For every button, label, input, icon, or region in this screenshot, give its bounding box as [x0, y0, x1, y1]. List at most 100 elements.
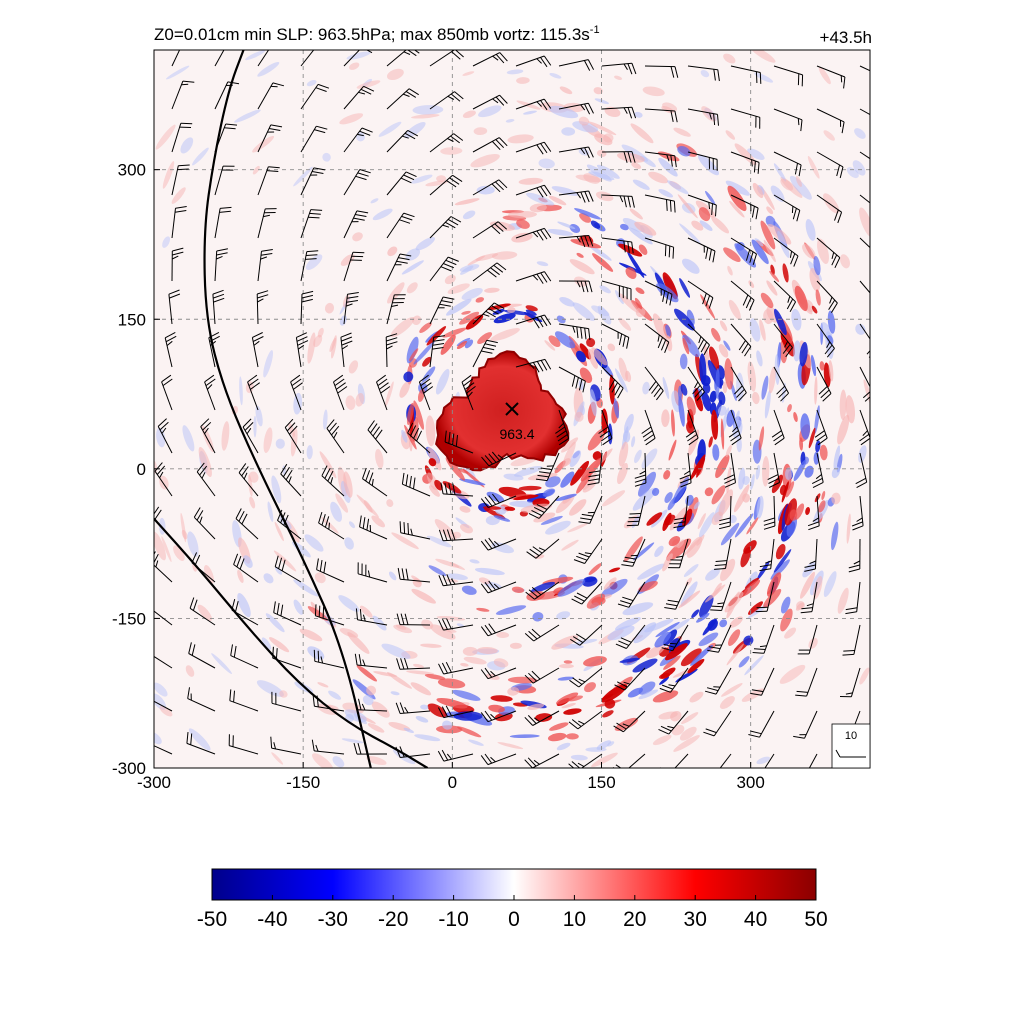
vorticity-cell — [561, 702, 576, 709]
wind-barb — [571, 581, 603, 605]
vorticity-cell — [662, 512, 672, 532]
wind-barb — [481, 451, 517, 467]
vorticity-cell — [608, 567, 621, 573]
vorticity-cell — [388, 571, 397, 581]
vorticity-cell — [603, 577, 617, 590]
contour-line — [154, 517, 429, 768]
wind-barb — [558, 235, 594, 248]
vorticity-cell — [756, 350, 763, 367]
vorticity-cell — [818, 66, 831, 85]
vorticity-cell — [614, 290, 624, 305]
vorticity-cell — [704, 487, 714, 497]
wind-barb — [524, 753, 560, 768]
wind-barb — [644, 366, 664, 401]
wind-barb — [525, 581, 560, 600]
vorticity-cell — [651, 509, 668, 528]
wind-barb — [641, 409, 656, 446]
wind-barb — [859, 151, 870, 160]
vorticity-cell — [561, 539, 579, 551]
wind-barb — [300, 125, 328, 153]
vorticity-cell — [426, 535, 452, 548]
wind-barb — [859, 237, 870, 249]
vorticity-cell — [434, 519, 457, 541]
vorticity-cell — [476, 185, 495, 195]
colorbar-ticks: -50 -40 -30 -20 -10 0 10 20 30 40 50 — [197, 895, 828, 931]
vorticity-cell — [582, 472, 597, 491]
vorticity-cell — [516, 219, 530, 229]
vorticity-cell — [460, 523, 473, 534]
vorticity-cell — [837, 587, 849, 614]
wind-barb — [634, 452, 647, 487]
vorticity-cell — [711, 409, 719, 440]
vorticity-cell — [375, 448, 384, 469]
wind-barb — [515, 271, 552, 284]
vorticity-cell — [658, 157, 678, 177]
vorticity-cell — [763, 588, 782, 608]
wind-barb — [845, 581, 861, 615]
colorbar-tick-label: -20 — [378, 908, 408, 931]
vorticity-cell — [717, 405, 727, 416]
vorticity-cell — [511, 586, 525, 593]
vorticity-cell — [386, 499, 394, 508]
vorticity-cell — [474, 567, 505, 576]
vorticity-cell — [699, 220, 713, 231]
vorticity-cell — [677, 194, 698, 219]
vorticity-cell — [602, 710, 614, 718]
vorticity-cell — [529, 203, 547, 213]
wind-barb — [257, 82, 285, 110]
vorticity-cell — [619, 657, 640, 663]
vorticity-cell — [267, 501, 274, 522]
vorticity-cell — [719, 619, 728, 628]
vorticity-cell — [299, 628, 323, 642]
vorticity-cell — [673, 735, 700, 752]
vorticity-cell — [579, 343, 592, 360]
vorticity-cell — [255, 405, 263, 427]
vorticity-cell — [567, 522, 589, 533]
vorticity-cell — [159, 705, 173, 717]
vorticity-cell — [779, 664, 806, 684]
wind-barb — [773, 280, 797, 313]
wind-barb — [343, 292, 359, 325]
vorticity-cell — [461, 288, 483, 300]
vorticity-cell — [362, 694, 374, 706]
vorticity-cell — [180, 137, 194, 154]
vorticity-cell — [738, 467, 746, 490]
colorbar-gradient — [211, 868, 817, 901]
wind-barb — [480, 667, 517, 680]
vorticity-cell — [422, 366, 436, 383]
wind-barb — [859, 366, 870, 402]
wind-barb — [251, 332, 264, 368]
vorticity-cell — [362, 78, 373, 87]
vorticity-cell — [662, 553, 673, 572]
x-tick-label: 300 — [736, 773, 764, 792]
wind-barb — [300, 250, 319, 282]
wind-barb — [569, 667, 603, 688]
vorticity-cell — [614, 75, 623, 80]
vorticity-cell — [827, 310, 836, 334]
vorticity-cell — [837, 414, 850, 445]
wind-barb — [300, 209, 323, 239]
vorticity-cell — [752, 182, 764, 199]
vorticity-cell — [459, 311, 480, 325]
vorticity-cell — [589, 245, 612, 261]
vorticity-cell — [442, 720, 453, 730]
wind-barb — [673, 495, 689, 529]
vorticity-cell — [722, 381, 728, 394]
vorticity-cell — [548, 335, 561, 348]
vorticity-cell — [352, 232, 363, 242]
wind-barb — [212, 289, 225, 325]
vorticity-cell — [663, 655, 681, 670]
vorticity-cell — [570, 460, 590, 486]
wind-barb — [773, 323, 793, 358]
vorticity-cell — [245, 50, 266, 61]
vorticity-cell — [495, 605, 527, 615]
vorticity-cell — [823, 571, 837, 598]
vorticity-cell — [569, 259, 595, 275]
vorticity-cell — [464, 339, 474, 349]
vorticity-cell — [700, 69, 710, 78]
wind-barb — [730, 151, 760, 174]
vorticity-cell — [582, 577, 598, 587]
vorticity-cell — [779, 484, 787, 496]
vorticity-cell — [651, 487, 660, 496]
vorticity-cell — [493, 313, 516, 324]
